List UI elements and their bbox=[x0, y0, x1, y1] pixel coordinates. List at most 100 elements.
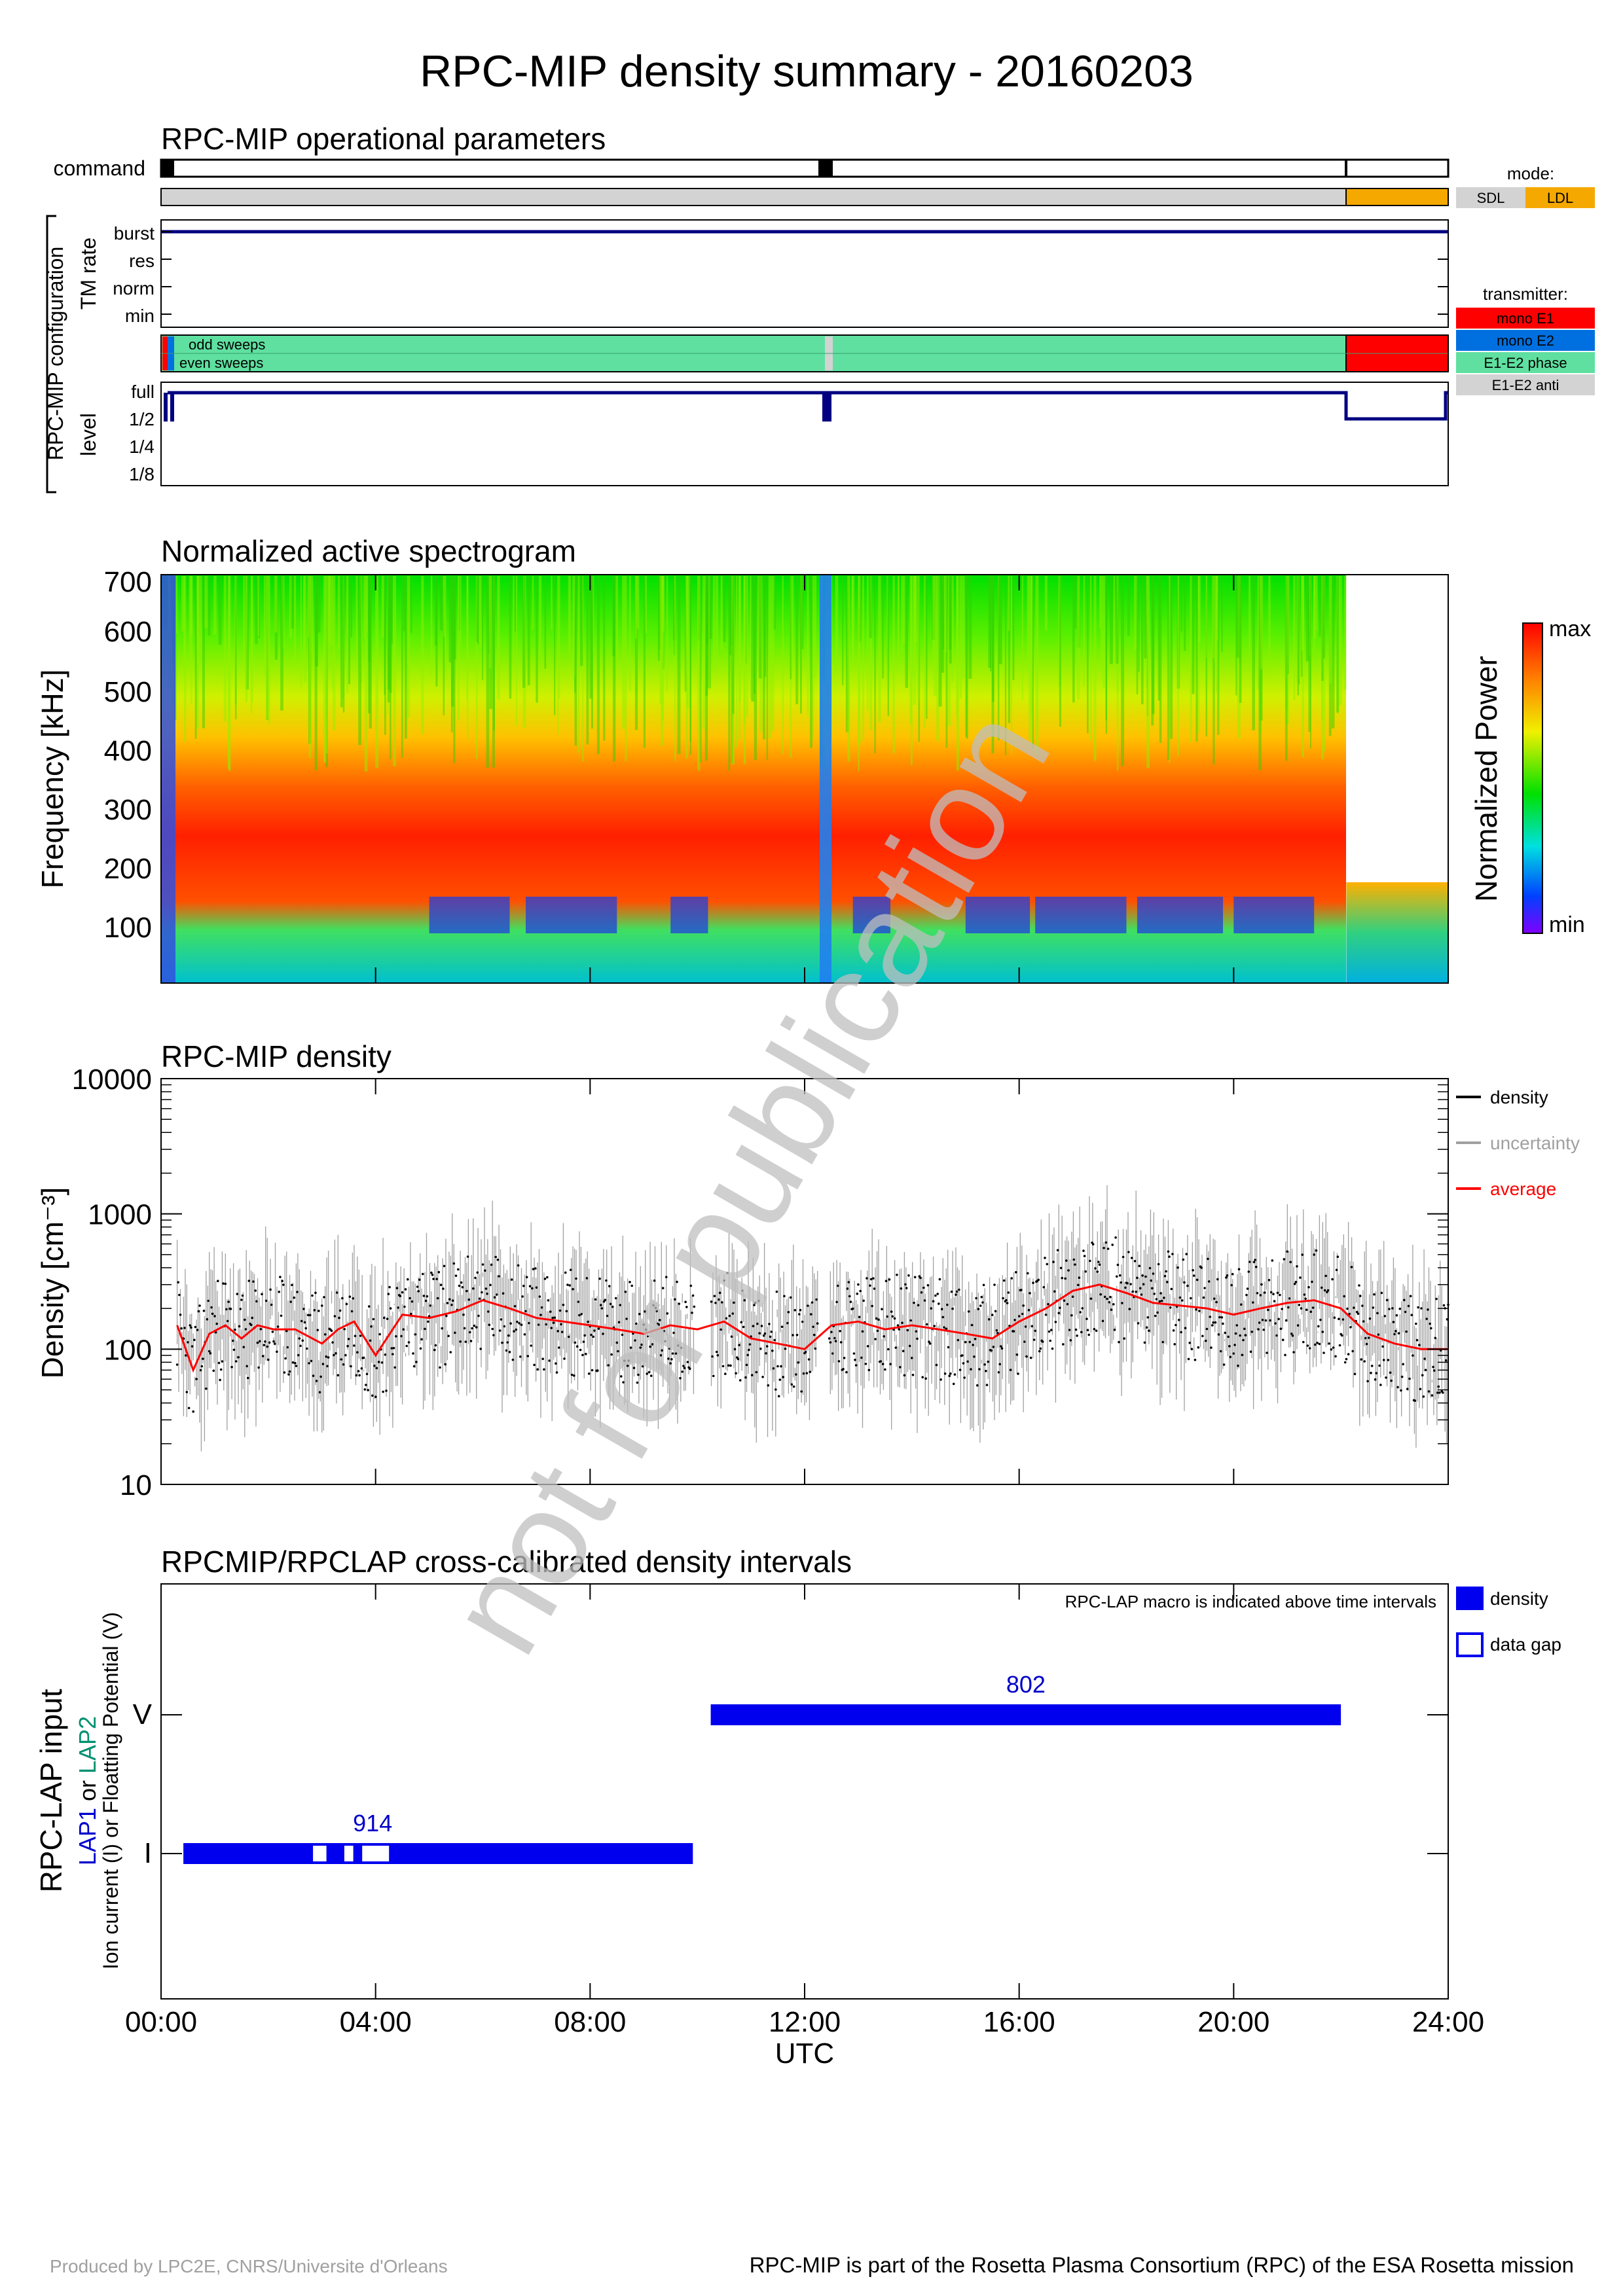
density-point bbox=[521, 1295, 524, 1298]
density-point bbox=[676, 1344, 680, 1347]
density-point bbox=[795, 1333, 799, 1336]
density-point bbox=[316, 1329, 319, 1331]
density-point bbox=[782, 1376, 784, 1378]
spec-streak bbox=[615, 576, 618, 663]
spec-streak bbox=[732, 576, 735, 714]
density-point bbox=[1296, 1265, 1298, 1268]
density-point bbox=[798, 1313, 801, 1316]
density-point bbox=[513, 1304, 517, 1308]
density-point bbox=[1372, 1306, 1375, 1309]
density-point bbox=[1398, 1307, 1402, 1310]
density-point bbox=[600, 1307, 604, 1310]
density-point bbox=[1388, 1308, 1391, 1310]
density-point bbox=[543, 1278, 547, 1280]
spec-streak bbox=[308, 576, 312, 759]
density-point bbox=[1397, 1332, 1400, 1335]
spec-streak bbox=[677, 576, 681, 755]
density-point bbox=[1382, 1359, 1385, 1361]
density-point bbox=[1137, 1322, 1140, 1325]
density-point bbox=[1385, 1299, 1389, 1302]
density-point bbox=[1222, 1322, 1224, 1325]
spec-streak bbox=[720, 576, 723, 650]
density-point bbox=[852, 1352, 856, 1355]
density-point bbox=[644, 1328, 647, 1331]
density-point bbox=[321, 1363, 325, 1365]
density-point bbox=[409, 1297, 411, 1300]
density-point bbox=[900, 1287, 903, 1290]
density-point bbox=[1061, 1276, 1063, 1280]
density-point bbox=[610, 1353, 613, 1356]
density-point bbox=[930, 1307, 933, 1310]
density-point bbox=[1285, 1319, 1288, 1322]
density-point bbox=[884, 1280, 888, 1282]
density-point bbox=[1306, 1344, 1309, 1347]
density-point bbox=[1341, 1334, 1343, 1337]
interval-gap bbox=[362, 1846, 390, 1861]
spec-streak bbox=[337, 576, 340, 649]
density-point bbox=[352, 1297, 355, 1300]
density-point bbox=[993, 1283, 996, 1286]
spec-streak bbox=[333, 576, 336, 730]
spec-streak bbox=[686, 576, 690, 709]
density-point bbox=[871, 1304, 873, 1308]
density-point bbox=[617, 1350, 619, 1353]
density-point bbox=[1333, 1316, 1336, 1319]
density-point bbox=[270, 1303, 273, 1306]
density-point bbox=[465, 1289, 468, 1293]
density-point bbox=[720, 1328, 722, 1331]
density-point bbox=[1079, 1311, 1082, 1314]
density-point bbox=[195, 1378, 198, 1380]
spec-streak bbox=[1072, 576, 1075, 703]
density-point bbox=[415, 1361, 418, 1363]
density-point bbox=[1083, 1255, 1086, 1257]
spec-streak bbox=[1100, 576, 1103, 671]
legend-density-label: density bbox=[1490, 1087, 1548, 1107]
density-point bbox=[1239, 1334, 1241, 1337]
density-point bbox=[1407, 1304, 1410, 1308]
density-point bbox=[439, 1283, 443, 1286]
spec-streak bbox=[768, 576, 772, 738]
spec-streak bbox=[1105, 576, 1107, 721]
density-point bbox=[936, 1293, 939, 1295]
density-point bbox=[431, 1274, 434, 1276]
density-point bbox=[244, 1328, 247, 1331]
density-point bbox=[884, 1368, 886, 1371]
density-point bbox=[932, 1300, 935, 1302]
density-point bbox=[992, 1346, 995, 1348]
density-point bbox=[331, 1341, 334, 1344]
density-point bbox=[1032, 1282, 1034, 1284]
density-point bbox=[1086, 1329, 1089, 1331]
density-point bbox=[491, 1327, 494, 1331]
density-point bbox=[903, 1374, 906, 1377]
spec-streak bbox=[1087, 576, 1089, 734]
density-point bbox=[738, 1344, 740, 1346]
density-point bbox=[1146, 1316, 1150, 1319]
density-point bbox=[1015, 1353, 1019, 1356]
density-point bbox=[1383, 1315, 1387, 1318]
spec-streak bbox=[348, 576, 350, 685]
density-point bbox=[1396, 1386, 1399, 1389]
density-point bbox=[590, 1333, 593, 1336]
density-point bbox=[624, 1290, 627, 1293]
density-point bbox=[654, 1306, 657, 1310]
density-point bbox=[778, 1378, 782, 1381]
density-point bbox=[769, 1335, 772, 1338]
spec-streak bbox=[268, 576, 270, 725]
spec-streak bbox=[882, 576, 884, 679]
density-point bbox=[988, 1318, 991, 1321]
density-point bbox=[762, 1334, 765, 1337]
density-point bbox=[934, 1294, 937, 1297]
density-point bbox=[668, 1347, 671, 1350]
density-point bbox=[238, 1325, 241, 1328]
density-point bbox=[640, 1343, 643, 1346]
spec-streak bbox=[453, 576, 456, 764]
density-point bbox=[1110, 1308, 1113, 1311]
spec-streak bbox=[1339, 576, 1342, 706]
density-point bbox=[261, 1293, 263, 1296]
density-point bbox=[831, 1352, 834, 1355]
density-point bbox=[373, 1365, 376, 1367]
density-point bbox=[877, 1318, 880, 1321]
density-point bbox=[450, 1303, 453, 1306]
density-point bbox=[605, 1279, 608, 1282]
density-point bbox=[435, 1278, 438, 1280]
